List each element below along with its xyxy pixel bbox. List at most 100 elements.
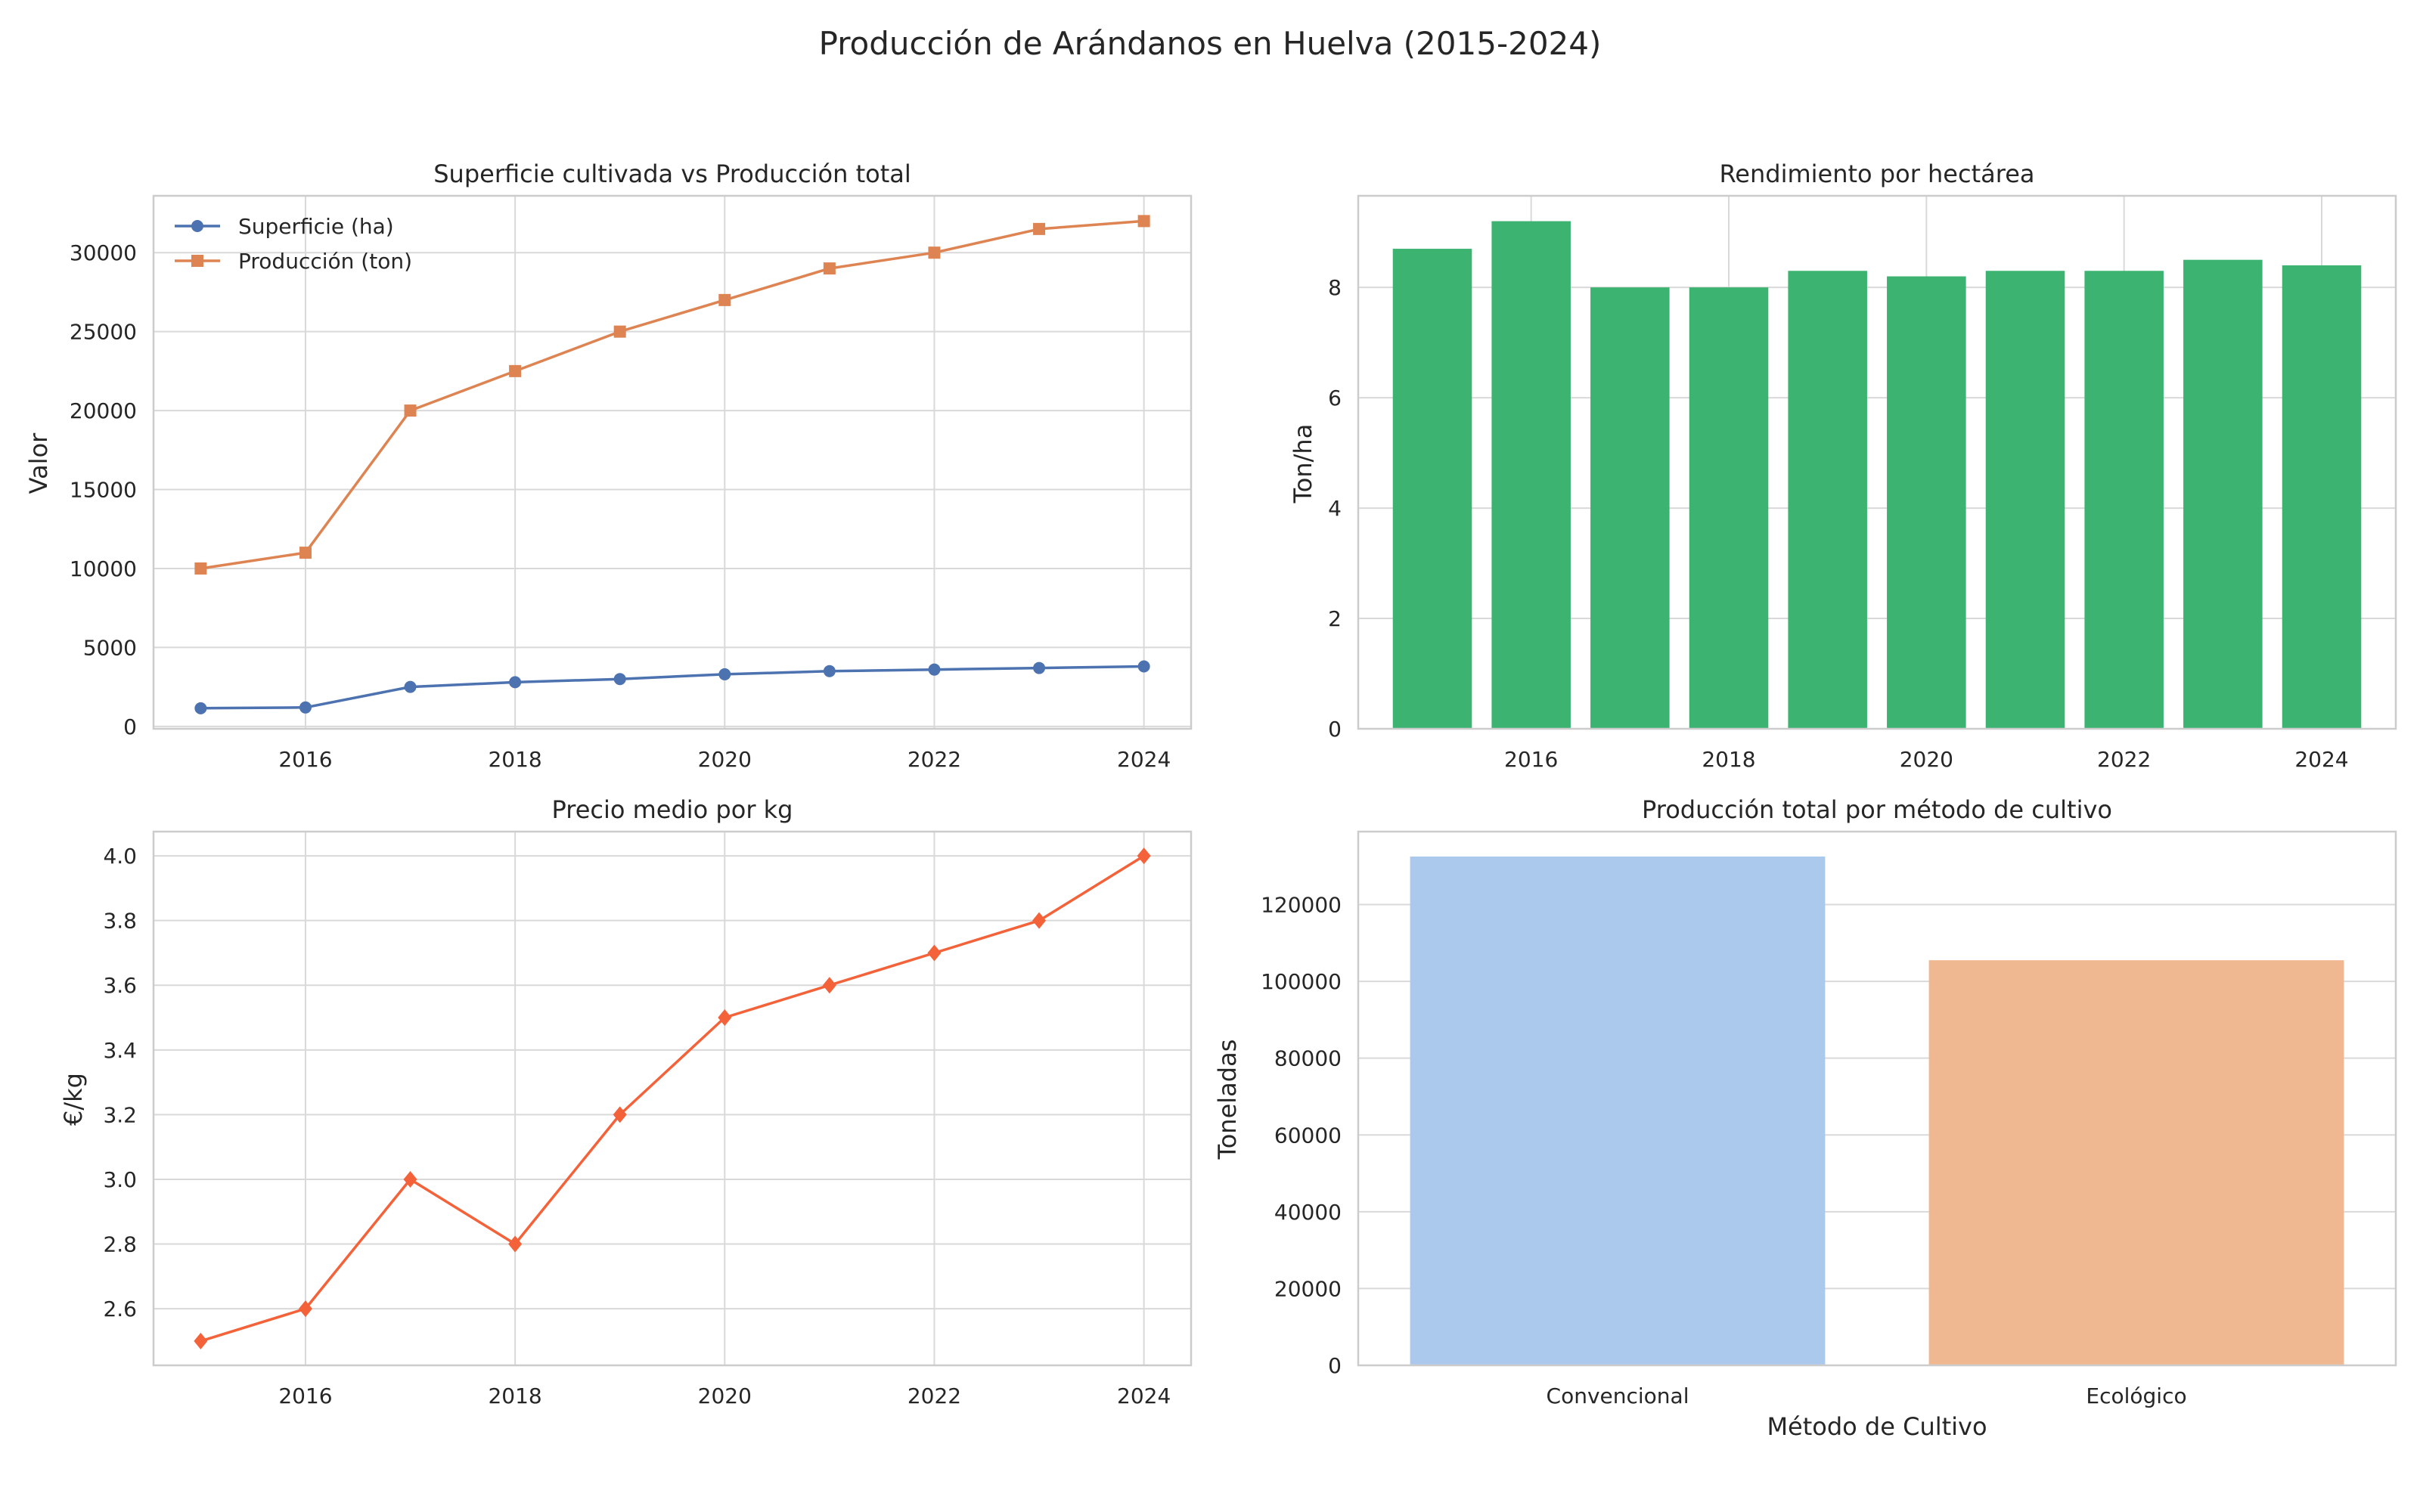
grid bbox=[154, 196, 1191, 729]
legend-marker bbox=[191, 220, 203, 232]
bar bbox=[1887, 276, 1966, 729]
x-axis-label: Método de Cultivo bbox=[1767, 1412, 1987, 1441]
x-tick-label: 2016 bbox=[1504, 747, 1558, 772]
plot-frame bbox=[152, 830, 1193, 1367]
data-point bbox=[298, 1300, 312, 1318]
y-tick-label: 0 bbox=[1328, 1353, 1342, 1378]
data-point bbox=[299, 701, 312, 714]
data-point bbox=[928, 246, 941, 259]
y-axis-label: Valor bbox=[24, 432, 53, 494]
y-tick-label: 3.2 bbox=[103, 1102, 137, 1127]
series-line bbox=[200, 854, 1145, 1343]
x-tick-label: 2024 bbox=[1117, 747, 1171, 772]
legend-label: Producción (ton) bbox=[238, 249, 412, 274]
y-tick-label: 6 bbox=[1328, 386, 1342, 411]
data-point bbox=[1137, 847, 1151, 865]
bar bbox=[1392, 249, 1472, 729]
x-tick-label: 2022 bbox=[908, 747, 961, 772]
series-line bbox=[200, 219, 1144, 570]
x-tick-label: 2016 bbox=[278, 747, 332, 772]
data-point bbox=[613, 1106, 627, 1123]
x-tick-label: 2018 bbox=[1702, 747, 1755, 772]
data-point bbox=[822, 977, 836, 994]
panel-title: Rendimiento por hectárea bbox=[1720, 160, 2035, 188]
panel-title: Precio medio por kg bbox=[552, 795, 793, 824]
bar bbox=[1928, 960, 2344, 1365]
y-tick-label: 10000 bbox=[70, 556, 137, 581]
x-tick-label: Ecológico bbox=[2086, 1383, 2186, 1408]
bar bbox=[2282, 265, 2362, 729]
y-tick-label: 20000 bbox=[1274, 1276, 1342, 1301]
data-point bbox=[1033, 222, 1046, 235]
x-tick-label: 2018 bbox=[488, 1383, 541, 1408]
panel-precio: Precio medio por kg €/kg 2016 2018 2020 202… bbox=[59, 795, 1193, 1408]
x-tick-label: Convencional bbox=[1547, 1383, 1689, 1408]
y-tick-label: 8 bbox=[1328, 275, 1342, 300]
y-tick-label: 0 bbox=[123, 714, 137, 739]
data-point bbox=[613, 325, 626, 338]
legend: Superficie (ha) Producción (ton) bbox=[175, 214, 412, 274]
data-point bbox=[509, 676, 522, 689]
y-tick-label: 3.0 bbox=[103, 1167, 137, 1192]
x-tick-label: 2020 bbox=[698, 1383, 752, 1408]
y-axis-label: Toneladas bbox=[1213, 1040, 1242, 1160]
y-tick-label: 100000 bbox=[1261, 969, 1342, 994]
y-tick-label: 3.8 bbox=[103, 909, 137, 934]
x-tick-label: 2020 bbox=[1900, 747, 1953, 772]
y-tick-label: 2.6 bbox=[103, 1297, 137, 1321]
y-tick-label: 120000 bbox=[1261, 893, 1342, 918]
y-tick-label: 2.8 bbox=[103, 1232, 137, 1257]
data-point bbox=[404, 404, 417, 417]
data-point bbox=[404, 680, 417, 693]
y-tick-label: 40000 bbox=[1274, 1200, 1342, 1225]
bar bbox=[1788, 271, 1867, 730]
bar bbox=[1590, 287, 1670, 730]
bar bbox=[1491, 221, 1571, 730]
series-line bbox=[200, 665, 1144, 710]
y-tick-label: 3.4 bbox=[103, 1038, 137, 1063]
x-tick-label: 2020 bbox=[698, 747, 752, 772]
grid bbox=[154, 832, 1191, 1365]
bar bbox=[1985, 271, 2065, 730]
panel-metodo: Producción total por método de cultivo T… bbox=[1213, 795, 2397, 1441]
data-point bbox=[194, 1332, 208, 1349]
y-tick-label: 5000 bbox=[83, 635, 137, 660]
y-tick-label: 30000 bbox=[70, 240, 137, 265]
data-point bbox=[927, 944, 942, 962]
legend-marker bbox=[191, 255, 203, 267]
x-tick-label: 2022 bbox=[2097, 747, 2151, 772]
panel-title: Superficie cultivada vs Producción total bbox=[433, 160, 911, 188]
x-tick-label: 2024 bbox=[1117, 1383, 1171, 1408]
y-axis-label: Ton/ha bbox=[1289, 424, 1317, 504]
plot-frame bbox=[1357, 194, 2397, 730]
figure-title: Producción de Arándanos en Huelva (2015-… bbox=[819, 25, 1602, 62]
data-point bbox=[1032, 912, 1047, 929]
data-point bbox=[823, 262, 836, 275]
data-point bbox=[508, 1235, 523, 1253]
y-tick-label: 0 bbox=[1328, 717, 1342, 742]
y-tick-label: 60000 bbox=[1274, 1123, 1342, 1148]
y-tick-label: 80000 bbox=[1274, 1046, 1342, 1071]
data-point bbox=[1137, 660, 1150, 673]
data-point bbox=[1033, 662, 1046, 674]
panel-rendimiento: Rendimiento por hectárea Ton/ha 2016 2018… bbox=[1289, 160, 2397, 772]
y-tick-label: 20000 bbox=[70, 398, 137, 423]
legend-label: Superficie (ha) bbox=[238, 214, 394, 239]
plot-frame bbox=[1357, 830, 2397, 1367]
bar bbox=[2084, 271, 2164, 730]
data-point bbox=[823, 665, 836, 677]
data-point bbox=[718, 293, 731, 306]
y-tick-label: 2 bbox=[1328, 606, 1342, 631]
panel-superficie-produccion: Superficie cultivada vs Producción total… bbox=[24, 160, 1193, 772]
data-point bbox=[403, 1170, 417, 1188]
y-tick-label: 4 bbox=[1328, 496, 1342, 521]
data-point bbox=[613, 673, 626, 686]
y-tick-label: 25000 bbox=[70, 320, 137, 345]
data-point bbox=[718, 1009, 732, 1027]
y-tick-label: 4.0 bbox=[103, 844, 137, 869]
y-tick-label: 15000 bbox=[70, 478, 137, 503]
x-tick-label: 2024 bbox=[2294, 747, 2348, 772]
data-point bbox=[194, 702, 207, 714]
data-point bbox=[718, 668, 731, 680]
